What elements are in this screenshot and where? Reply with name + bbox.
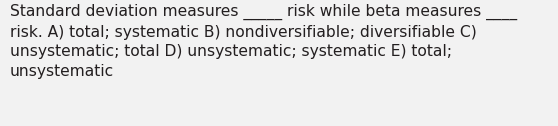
Text: Standard deviation measures _____ risk while beta measures ____
risk. A) total; : Standard deviation measures _____ risk w… (10, 4, 517, 79)
